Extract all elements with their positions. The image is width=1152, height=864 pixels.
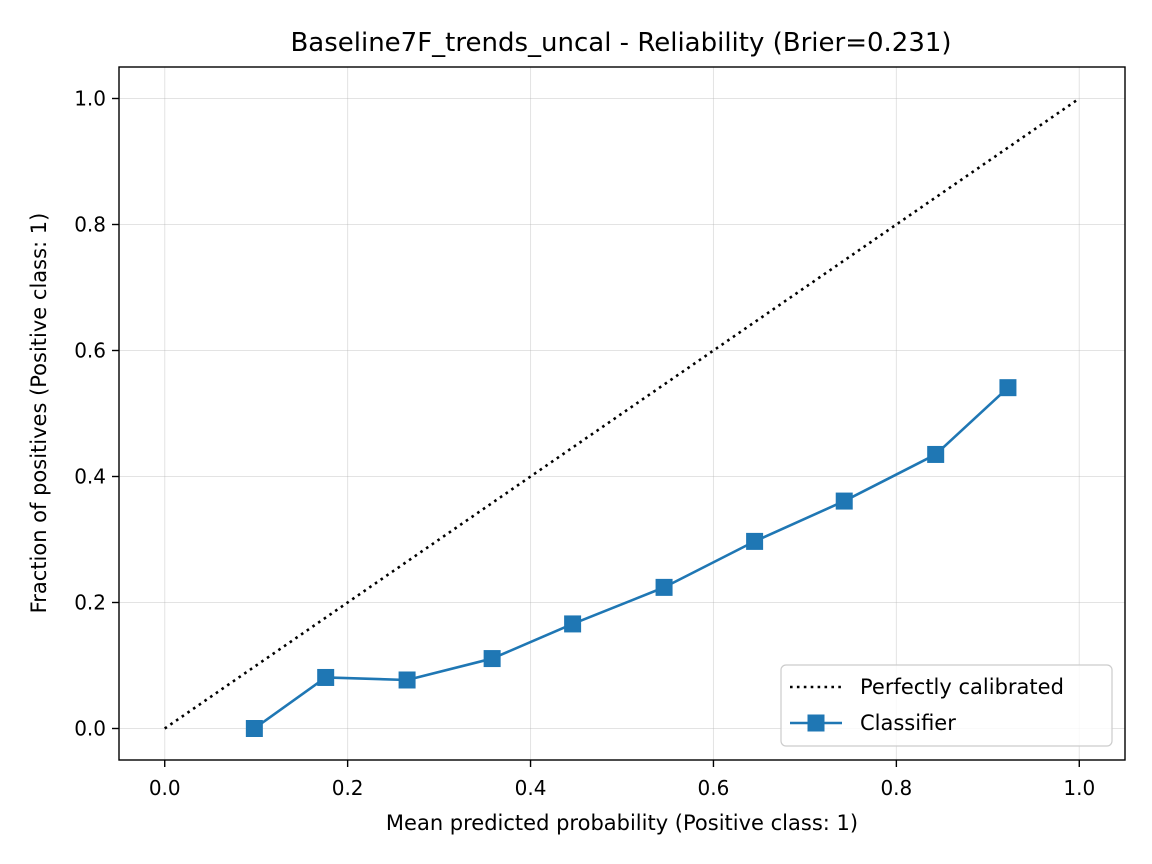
series-layer xyxy=(163,97,1081,737)
x-tick-label: 0.0 xyxy=(149,776,181,800)
chart-title: Baseline7F_trends_uncal - Reliability (B… xyxy=(290,28,951,58)
y-tick-label: 0.4 xyxy=(74,465,106,489)
series-line-classifier xyxy=(253,386,1009,730)
y-tick-label: 0.6 xyxy=(74,339,106,363)
legend-label-perfectly-calibrated: Perfectly calibrated xyxy=(860,675,1064,699)
legend-label-classifier: Classifier xyxy=(860,711,956,735)
data-point-classifier xyxy=(398,671,416,689)
y-axis-label: Fraction of positives (Positive class: 1… xyxy=(27,213,51,614)
data-point-classifier xyxy=(835,492,853,510)
data-point-classifier xyxy=(746,532,764,550)
series-line-perfectly-calibrated xyxy=(163,97,1081,730)
y-tick-label: 0.0 xyxy=(74,717,106,741)
data-point-classifier xyxy=(999,379,1017,397)
x-axis-label: Mean predicted probability (Positive cla… xyxy=(386,811,858,835)
x-tick-label: 1.0 xyxy=(1063,776,1095,800)
data-point-classifier xyxy=(483,650,501,668)
data-point-classifier xyxy=(655,578,673,596)
legend-marker-classifier xyxy=(807,714,825,732)
x-tick-label: 0.2 xyxy=(332,776,364,800)
grid xyxy=(119,67,1125,760)
x-tick-label: 0.4 xyxy=(515,776,547,800)
data-point-classifier xyxy=(245,720,263,737)
data-point-classifier xyxy=(317,668,335,686)
y-axis: 0.0 0.2 0.4 0.6 0.8 1.0 xyxy=(74,87,119,741)
y-tick-label: 1.0 xyxy=(74,87,106,111)
y-tick-label: 0.8 xyxy=(74,213,106,237)
x-tick-label: 0.6 xyxy=(698,776,730,800)
data-point-classifier xyxy=(927,445,945,463)
y-tick-label: 0.2 xyxy=(74,591,106,615)
data-point-classifier xyxy=(564,615,582,633)
x-tick-label: 0.8 xyxy=(880,776,912,800)
plot-frame xyxy=(118,66,1126,761)
legend-box xyxy=(780,664,1113,747)
x-axis: 0.0 0.2 0.4 0.6 0.8 1.0 xyxy=(149,760,1095,800)
legend: Perfectly calibrated Classifier xyxy=(780,664,1113,747)
